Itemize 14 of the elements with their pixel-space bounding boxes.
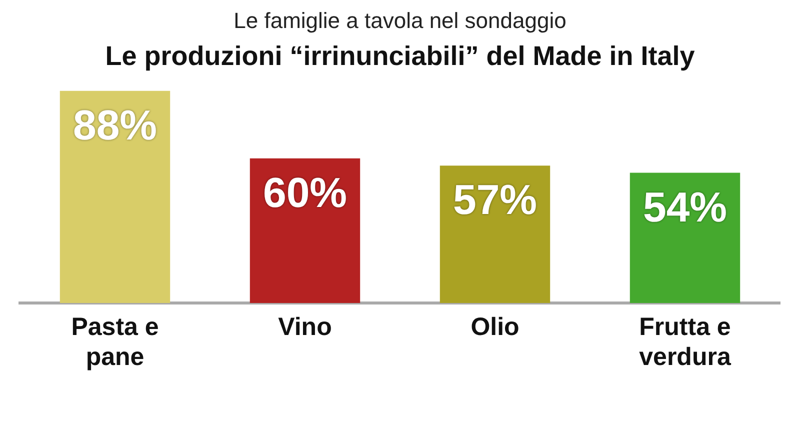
x-tick-label: Pasta e pane — [71, 312, 159, 371]
bar — [630, 172, 740, 303]
data-label: 60% — [262, 168, 348, 216]
data-label: 88% — [72, 101, 158, 148]
data-label: 54% — [642, 183, 728, 230]
chart-title: Le produzioni “irrinunciabili” del Made in Italy — [104, 40, 696, 73]
data-label: 57% — [452, 176, 538, 224]
x-tick-label: Vino — [278, 312, 332, 341]
bar — [440, 166, 550, 303]
x-tick-label: Frutta e verdura — [639, 312, 732, 371]
chart-subtitle: Le famiglie a tavola nel sondaggio — [232, 7, 568, 35]
x-tick-label: Olio — [470, 312, 520, 341]
bar — [60, 90, 170, 303]
bar — [250, 158, 360, 303]
